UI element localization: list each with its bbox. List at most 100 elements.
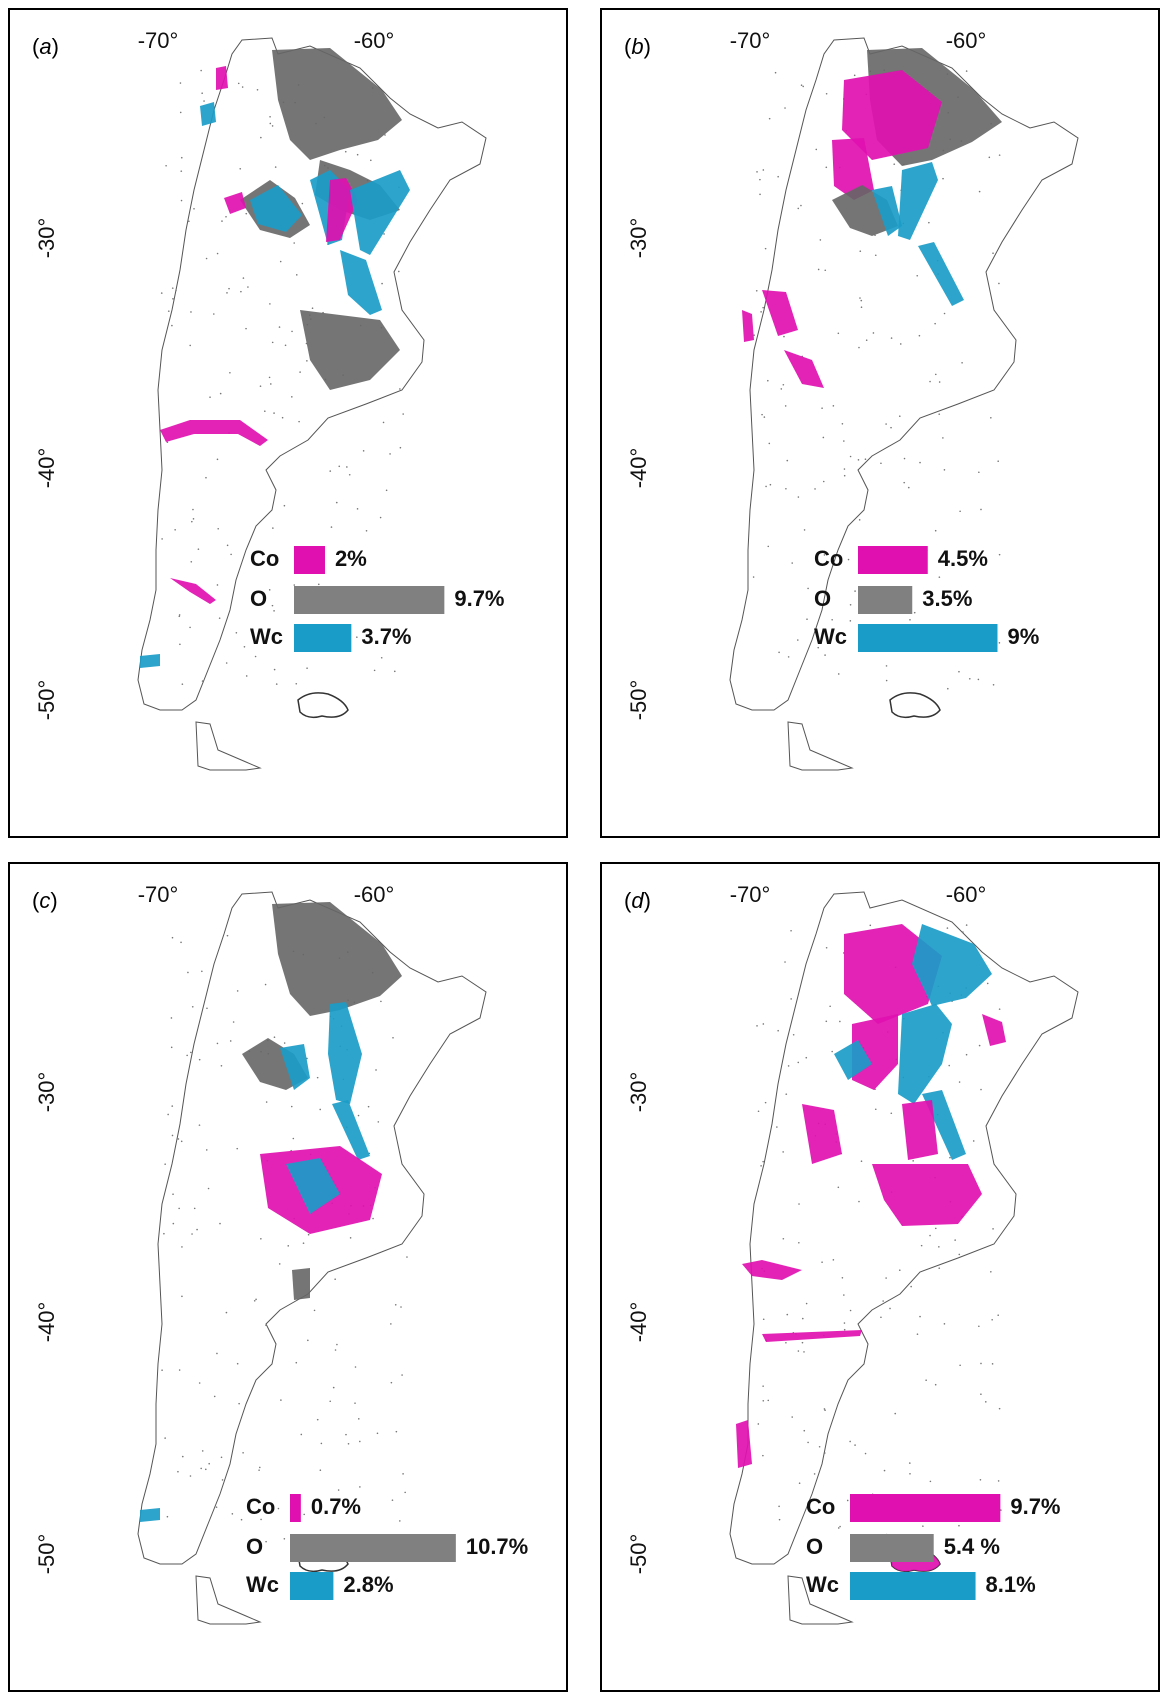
land-speckle [346,554,349,556]
map-svg: (c) -70° -60° -30° -40° -50° Co 0.7% O 10.7% Wc 2.8… [32,882,528,1625]
lat-tick-label: -50° [626,1534,651,1575]
land-speckle [161,1369,163,1371]
lon-tick-label: -60° [354,882,395,907]
land-speckle [843,1328,846,1331]
land-speckle [796,639,799,641]
land-speckle [959,1364,961,1367]
land-speckle [240,290,242,293]
land-speckle [843,468,846,470]
land-speckle [219,1222,221,1225]
land-speckle [166,441,169,444]
land-speckle [283,1042,286,1044]
land-speckle [190,560,193,563]
legend-class-label: O [250,586,267,611]
land-speckle [163,1232,165,1235]
land-speckle [934,529,937,532]
land-speckle [998,1407,1001,1410]
land-speckle [864,458,867,461]
land-speckle [815,148,818,151]
land-speckle [846,1499,849,1502]
land-speckle [988,156,991,159]
land-speckle [236,1362,239,1365]
land-speckle [938,1246,940,1248]
legend-value-wc: 8.1% [986,1572,1036,1597]
land-speckle [785,1093,788,1095]
land-speckle [253,641,256,643]
land-speckle [783,335,785,338]
lon-tick-label: -60° [946,882,987,907]
land-speckle [762,1400,765,1402]
legend-value-co: 4.5% [938,546,988,571]
land-speckle [843,1322,846,1324]
land-speckle [767,1399,770,1402]
land-speckle [801,1341,804,1344]
land-speckle [858,1200,860,1203]
land-speckle [764,247,767,250]
land-speckle [281,416,284,419]
legend-value-o: 9.7% [454,586,504,611]
lat-tick-label: -50° [34,1534,59,1575]
land-speckle [784,405,787,407]
land-speckle [247,286,249,288]
land-speckle [803,1429,806,1432]
land-speckle [406,1256,408,1258]
legend-bar-co [290,1494,301,1522]
land-speckle [817,646,820,649]
land-speckle [762,1454,764,1457]
land-speckle [760,1165,762,1167]
land-speckle [818,1445,821,1448]
land-speckle [998,642,1001,644]
land-speckle [307,1233,310,1236]
class-Co-region [762,290,798,336]
land-speckle [829,1005,831,1008]
legend-class-label: O [814,586,831,611]
land-speckle [959,510,961,513]
land-speckle [760,311,762,313]
lat-tick-label: -50° [626,680,651,721]
land-speckle [357,1114,360,1117]
land-speckle [177,1138,180,1140]
land-speckle [849,1440,851,1443]
land-speckle [837,1186,840,1189]
land-speckle [938,576,941,578]
land-speckle [204,1468,207,1471]
legend-class-label: Wc [806,1572,839,1597]
land-speckle [375,1069,377,1071]
land-speckle [354,1366,357,1368]
land-speckle [229,1040,232,1042]
land-speckle [797,207,800,210]
land-speckle [260,1518,262,1521]
land-speckle [348,473,351,476]
land-speckle [990,1270,992,1273]
land-speckle [334,1349,337,1351]
class-Co-region [842,70,942,160]
land-speckle [181,1295,183,1298]
land-speckle [189,1475,192,1477]
land-speckle [885,679,888,682]
land-speckle [377,1121,380,1123]
land-speckle [825,1020,828,1023]
class-Wc-region [340,250,382,315]
land-speckle [260,136,262,139]
land-speckle [177,1470,179,1473]
land-speckle [175,289,177,292]
land-speckle [193,1207,196,1210]
land-speckle [768,442,771,445]
land-speckle [762,1385,764,1387]
land-speckle [849,455,852,458]
land-speckle [958,1524,960,1527]
land-speckle [245,675,248,677]
land-speckle [272,527,274,529]
lon-tick-label: -70° [730,882,771,907]
land-speckle [903,457,906,460]
land-speckle [270,383,272,385]
land-speckle [367,1105,370,1108]
land-speckle [167,310,170,312]
land-speckle [980,1393,982,1396]
map-svg: (d) -70° -60° -30° -40° -50° Co 9.7% O 5.4 % Wc 8.1… [624,882,1079,1625]
land-speckle [170,1046,173,1049]
land-speckle [837,332,840,335]
land-speckle [384,134,386,136]
land-speckle [181,1246,183,1248]
legend-bar-co [850,1494,1001,1522]
